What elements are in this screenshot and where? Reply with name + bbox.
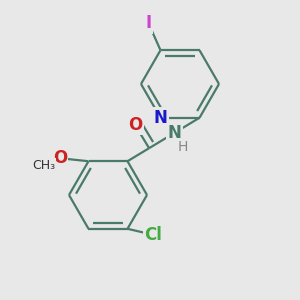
Text: O: O	[128, 116, 142, 134]
Text: CH₃: CH₃	[32, 159, 55, 172]
Text: O: O	[53, 149, 67, 167]
Text: H: H	[178, 140, 188, 154]
Text: Cl: Cl	[144, 226, 162, 244]
Text: N: N	[154, 109, 167, 127]
Text: I: I	[146, 14, 152, 32]
Text: N: N	[167, 124, 181, 142]
